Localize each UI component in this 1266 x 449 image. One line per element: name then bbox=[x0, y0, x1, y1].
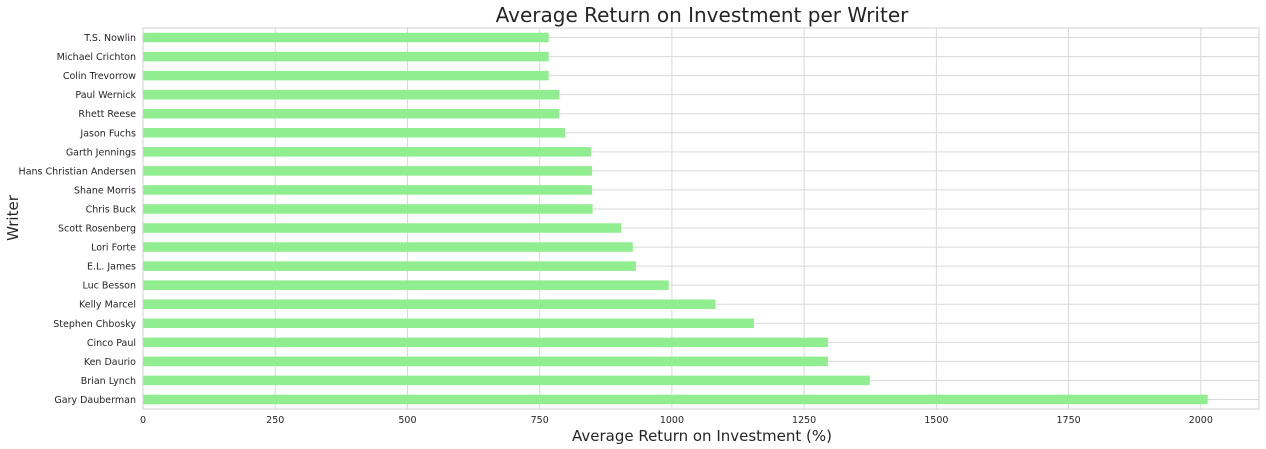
y-tick-label: Paul Wernick bbox=[75, 90, 136, 101]
y-tick-label: Chris Buck bbox=[86, 204, 137, 215]
chart-title: Average Return on Investment per Writer bbox=[496, 3, 910, 27]
y-tick-label: Garth Jennings bbox=[66, 147, 136, 158]
y-tick-labels: Gary Dauberman Brian Lynch Ken Daurio Cinco… bbox=[19, 33, 137, 406]
bar bbox=[143, 70, 549, 81]
bars bbox=[143, 32, 1208, 405]
y-axis-label: Writer bbox=[4, 194, 22, 241]
bar bbox=[143, 280, 669, 290]
bar bbox=[143, 108, 560, 119]
gridlines bbox=[142, 28, 1259, 409]
y-tick-label: Rhett Reese bbox=[78, 109, 136, 120]
bar bbox=[143, 51, 549, 62]
y-tick-label: Colin Trevorrow bbox=[63, 71, 136, 82]
y-tick-label: Cinco Paul bbox=[87, 338, 136, 349]
y-tick-label: Brian Lynch bbox=[81, 376, 136, 387]
bar bbox=[143, 356, 828, 367]
x-tick-labels: 0 250 500 750 1000 1250 1500 1750 2000 bbox=[140, 415, 1213, 426]
bar bbox=[143, 394, 1208, 405]
y-tick-label: Hans Christian Andersen bbox=[19, 166, 136, 177]
bar bbox=[143, 375, 870, 386]
bar bbox=[143, 166, 593, 176]
y-tick-label: Ken Daurio bbox=[84, 357, 136, 368]
y-tick-label: E.L. James bbox=[87, 262, 136, 273]
x-tick-label: 1750 bbox=[1056, 415, 1080, 426]
y-tick-label: Michael Crichton bbox=[57, 52, 136, 63]
y-tick-label: Stephen Chbosky bbox=[53, 319, 136, 330]
bar bbox=[143, 223, 622, 233]
x-tick-label: 1250 bbox=[792, 415, 816, 426]
bar bbox=[143, 204, 593, 214]
bar bbox=[143, 299, 716, 309]
y-tick-label: Scott Rosenberg bbox=[58, 224, 136, 235]
x-tick-label: 250 bbox=[266, 415, 284, 426]
bar bbox=[143, 242, 633, 252]
y-tick-label: Lori Forte bbox=[91, 243, 136, 254]
bar bbox=[143, 337, 828, 348]
x-tick-label: 1000 bbox=[660, 415, 684, 426]
x-tick-label: 1500 bbox=[924, 415, 948, 426]
bar bbox=[143, 89, 560, 100]
bar bbox=[143, 32, 549, 43]
y-tick-label: Kelly Marcel bbox=[79, 300, 136, 311]
bar bbox=[143, 147, 591, 157]
bar bbox=[143, 128, 566, 138]
y-tick-label: Gary Dauberman bbox=[54, 395, 136, 406]
bar bbox=[143, 185, 593, 195]
y-tick-label: Jason Fuchs bbox=[79, 128, 136, 139]
x-tick-label: 750 bbox=[531, 415, 549, 426]
x-tick-label: 2000 bbox=[1189, 415, 1213, 426]
x-axis-label: Average Return on Investment (%) bbox=[572, 427, 832, 445]
bar bbox=[143, 318, 754, 329]
y-tick-label: T.S. Nowlin bbox=[83, 33, 136, 44]
bar bbox=[143, 261, 636, 271]
y-tick-label: Luc Besson bbox=[83, 281, 136, 292]
plot-frame bbox=[142, 27, 1260, 410]
x-tick-label: 500 bbox=[398, 415, 416, 426]
y-tick-label: Shane Morris bbox=[74, 185, 136, 196]
x-tick-label: 0 bbox=[140, 415, 146, 426]
